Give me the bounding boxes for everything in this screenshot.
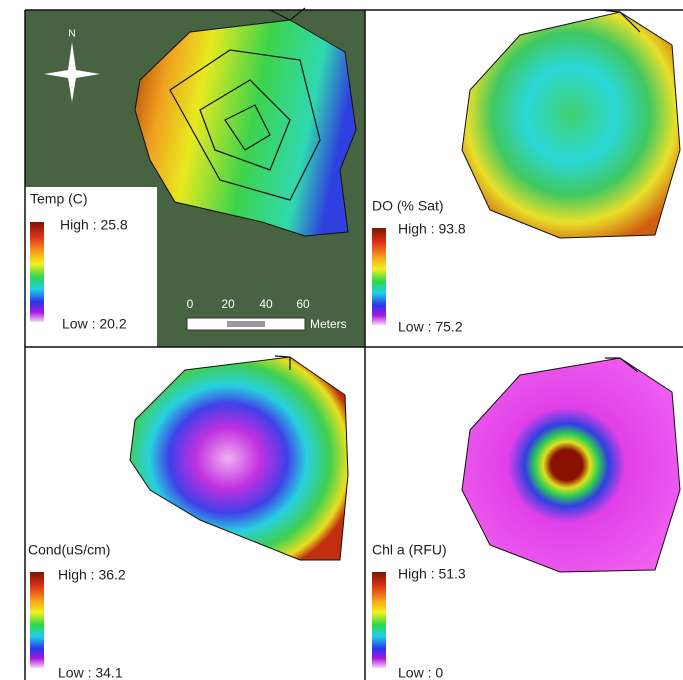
legend-high: High : 51.3 bbox=[398, 566, 466, 582]
legend-title: DO (% Sat) bbox=[372, 198, 444, 214]
legend-low: Low : 20.2 bbox=[62, 316, 127, 332]
legend: Cond(uS/cm) High : 36.2 Low : 34.1 bbox=[28, 542, 126, 680]
legend-high: High : 93.8 bbox=[398, 221, 466, 237]
legend-low: Low : 0 bbox=[398, 665, 443, 680]
legend-title: Chl a (RFU) bbox=[372, 542, 447, 558]
lake-do bbox=[462, 12, 680, 238]
legend-title: Cond(uS/cm) bbox=[28, 542, 110, 558]
scale-unit: Meters bbox=[310, 317, 347, 331]
lake-chlorophyll bbox=[462, 358, 680, 572]
figure: N 0 20 40 60 Meters Temp (C) High : 25.8… bbox=[0, 0, 683, 680]
scale-bar-segment bbox=[227, 321, 265, 327]
color-ramp bbox=[372, 572, 386, 668]
scale-tick: 40 bbox=[259, 297, 273, 311]
color-ramp bbox=[30, 222, 44, 322]
scale-tick: 60 bbox=[296, 297, 310, 311]
legend: DO (% Sat) High : 93.8 Low : 75.2 bbox=[372, 198, 466, 335]
lake-conductivity bbox=[130, 357, 348, 560]
scale-tick: 0 bbox=[187, 297, 194, 311]
compass-label: N bbox=[68, 29, 75, 40]
scale-tick: 20 bbox=[221, 297, 235, 311]
color-ramp bbox=[372, 228, 386, 325]
legend: Chl a (RFU) High : 51.3 Low : 0 bbox=[372, 542, 466, 680]
page: N 0 20 40 60 Meters Temp (C) High : 25.8… bbox=[0, 0, 683, 680]
color-ramp bbox=[30, 572, 44, 668]
legend-high: High : 36.2 bbox=[58, 567, 126, 583]
legend-high: High : 25.8 bbox=[60, 217, 128, 233]
legend-title: Temp (C) bbox=[30, 191, 88, 207]
legend-low: Low : 34.1 bbox=[58, 665, 123, 680]
legend-low: Low : 75.2 bbox=[398, 319, 463, 335]
